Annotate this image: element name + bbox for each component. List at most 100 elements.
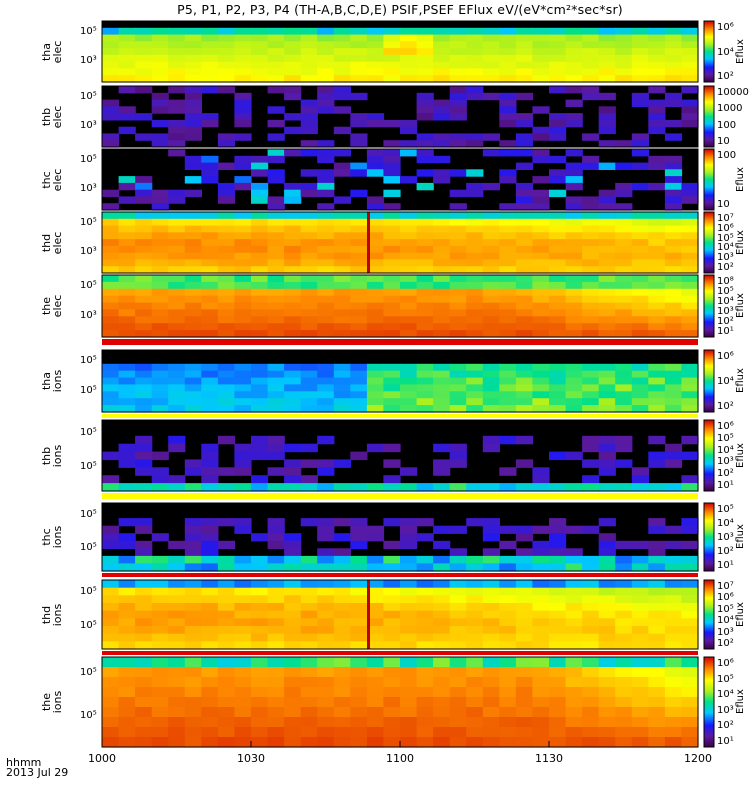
colorbar-tick: 10⁴ [717,518,734,529]
colorbar-tick: 10¹ [717,480,734,491]
colorbar-tick: 10³ [717,704,734,716]
colorbar-tick: 10⁴ [717,296,734,307]
spectrogram-panel-1 [102,21,699,83]
panel-ylabel: thd elec [40,223,64,263]
panel-ytick: 10⁵ [80,586,97,598]
colorbar-tick: 10000 [717,87,749,98]
colorbar-tick: 10⁵ [717,603,734,615]
colorbar-tick: 10³ [717,626,734,638]
colorbar-tick: 10⁴ [717,46,734,58]
colorbar-tick: 1000 [717,103,743,115]
panel-ytick: 10⁵ [80,667,97,679]
colorbar-tick: 10² [717,401,734,412]
data-spike-line [367,212,370,273]
colorbar-label: Eflux [734,368,746,393]
colorbar-tick: 10⁴ [717,444,734,456]
spectrogram-panel-7 [102,420,699,492]
colorbar-8 [703,502,715,572]
panel-ylabel-line: elec [51,294,64,318]
panel-ytick: 10⁵ [80,541,97,553]
panel-ylabel: the elec [40,286,64,326]
panel-ytick: 10⁵ [80,90,97,102]
spectrogram-panel-3 [102,149,699,211]
colorbar-tick: 10³ [717,252,734,264]
data-quality-bar [102,414,698,418]
colorbar-label: Eflux [734,38,746,64]
date-label: 2013 Jul 29 [6,766,69,779]
colorbar-5 [703,274,715,338]
colorbar-tick: 10⁵ [717,432,734,444]
panel-ytick: 10³ [80,120,97,132]
colorbar-tick: 10³ [717,456,734,468]
colorbar-2 [703,85,715,148]
spectrogram-panel-6 [102,350,699,413]
panel-ytick: 10⁵ [80,426,97,438]
panel-ytick: 10³ [80,246,97,258]
colorbar-tick: 10² [717,262,734,273]
colorbar-tick: 10³ [717,306,734,317]
colorbar-7 [703,419,715,492]
panel-ytick: 10⁵ [80,280,97,292]
colorbar-tick: 10⁸ [717,276,734,287]
colorbar-tick: 10² [717,720,734,732]
colorbar-tick: 10⁵ [717,286,734,297]
panel-ytick: 10³ [80,183,97,195]
chart-title: P5, P1, P2, P3, P4 (TH-A,B,C,D,E) PSIF,P… [177,2,623,17]
panel-ytick: 10³ [80,309,97,321]
colorbar-tick: 10² [717,546,734,557]
panel-ylabel-line: ions [51,603,64,626]
colorbar-tick: 10⁵ [717,504,734,515]
x-tick-label: 1000 [88,752,116,765]
colorbar-tick: 10⁴ [717,242,734,254]
panel-ylabel: thb ions [40,436,64,476]
panel-ylabel-line: elec [51,168,64,191]
panel-ylabel-line: elec [51,105,64,128]
colorbar-label: Eflux [734,524,746,549]
spectrogram-panel-8 [102,503,699,572]
colorbar-tick: 10⁴ [717,615,734,627]
data-quality-bar [102,573,698,577]
panel-ytick: 10⁵ [80,509,97,521]
colorbar-tick: 10⁶ [717,592,734,604]
panel-ylabel-line: ions [51,525,64,549]
panel-ytick: 10⁵ [80,25,97,37]
colorbar-6 [703,349,715,413]
colorbar-tick: 100 [717,150,737,161]
colorbar-tick: 10⁴ [717,376,734,387]
colorbar-tick: 100 [717,119,737,131]
colorbar-label: Eflux [734,229,746,255]
colorbar-tick: 10⁵ [717,673,734,685]
colorbar-tick: 10¹ [717,736,734,747]
colorbar-label: Eflux [734,166,746,192]
colorbar-tick: 10² [717,71,734,82]
colorbar-tick: 10² [717,316,734,327]
colorbar-1 [703,20,715,83]
spectrogram-panel-2 [102,86,699,148]
panel-ytick: 10⁵ [80,216,97,228]
panel-ylabel: tha ions [40,361,64,401]
x-tick-label: 1030 [237,752,265,765]
panel-ylabel: thd ions [40,595,64,635]
panel-ylabel: thb elec [40,97,64,137]
panel-ytick: 10⁵ [80,460,97,472]
data-quality-bar [102,651,698,655]
colorbar-tick: 10 [717,136,730,147]
colorbar-tick: 10⁶ [717,658,734,669]
colorbar-tick: 10⁶ [717,421,734,432]
colorbar-tick: 10² [717,468,734,480]
data-quality-bar [102,339,698,345]
panel-ylabel: tha elec [40,32,64,72]
panel-ylabel: thc ions [40,517,64,557]
data-quality-bar [102,493,698,499]
spectrogram-panel-10 [102,657,699,748]
panel-ytick: 10⁵ [80,153,97,165]
colorbar-10 [703,656,715,748]
time-axis-label: hhmm [6,756,42,769]
colorbar-label: Eflux [734,689,746,714]
panel-ylabel-line: elec [51,231,64,254]
panel-ytick: 10⁵ [80,355,97,367]
panel-ylabel-line: ions [51,444,64,467]
panel-ylabel: thc elec [40,160,64,200]
panel-ylabel-line: ions [51,369,64,393]
